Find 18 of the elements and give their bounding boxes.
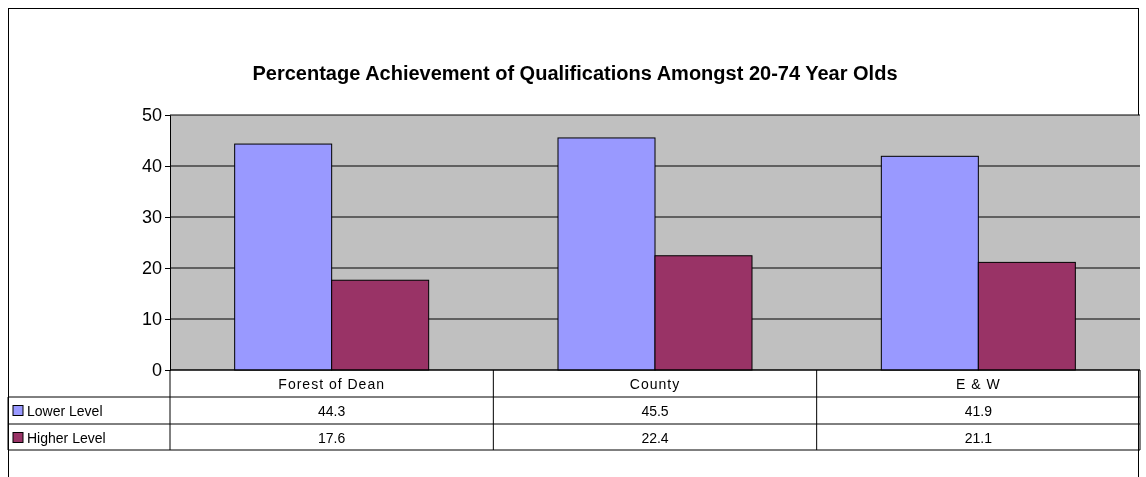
y-tick-label: 0 (151, 360, 162, 381)
x-tick-label: County (629, 375, 681, 392)
data-label: 45.5 (641, 402, 669, 419)
y-tick-label: 50 (141, 105, 162, 126)
data-label: 41.9 (964, 402, 993, 419)
x-tick-label: E & W (956, 375, 1001, 392)
data-label: 44.3 (318, 402, 346, 419)
legend-label: Lower Level (27, 402, 103, 419)
data-label: 17.6 (318, 429, 346, 446)
y-tick-label: 40 (141, 156, 162, 177)
data-label: 21.1 (964, 429, 993, 446)
y-tick-label: 30 (141, 207, 162, 228)
data-label: 22.4 (641, 429, 669, 446)
chart-title: Percentage Achievement of Qualifications Amongst 20-74 Year Olds (252, 62, 898, 84)
y-tick-label: 10 (141, 309, 162, 330)
y-tick-label: 20 (141, 258, 162, 279)
legend-label: Higher Level (27, 429, 106, 446)
x-tick-label: Forest of Dean (278, 375, 385, 392)
